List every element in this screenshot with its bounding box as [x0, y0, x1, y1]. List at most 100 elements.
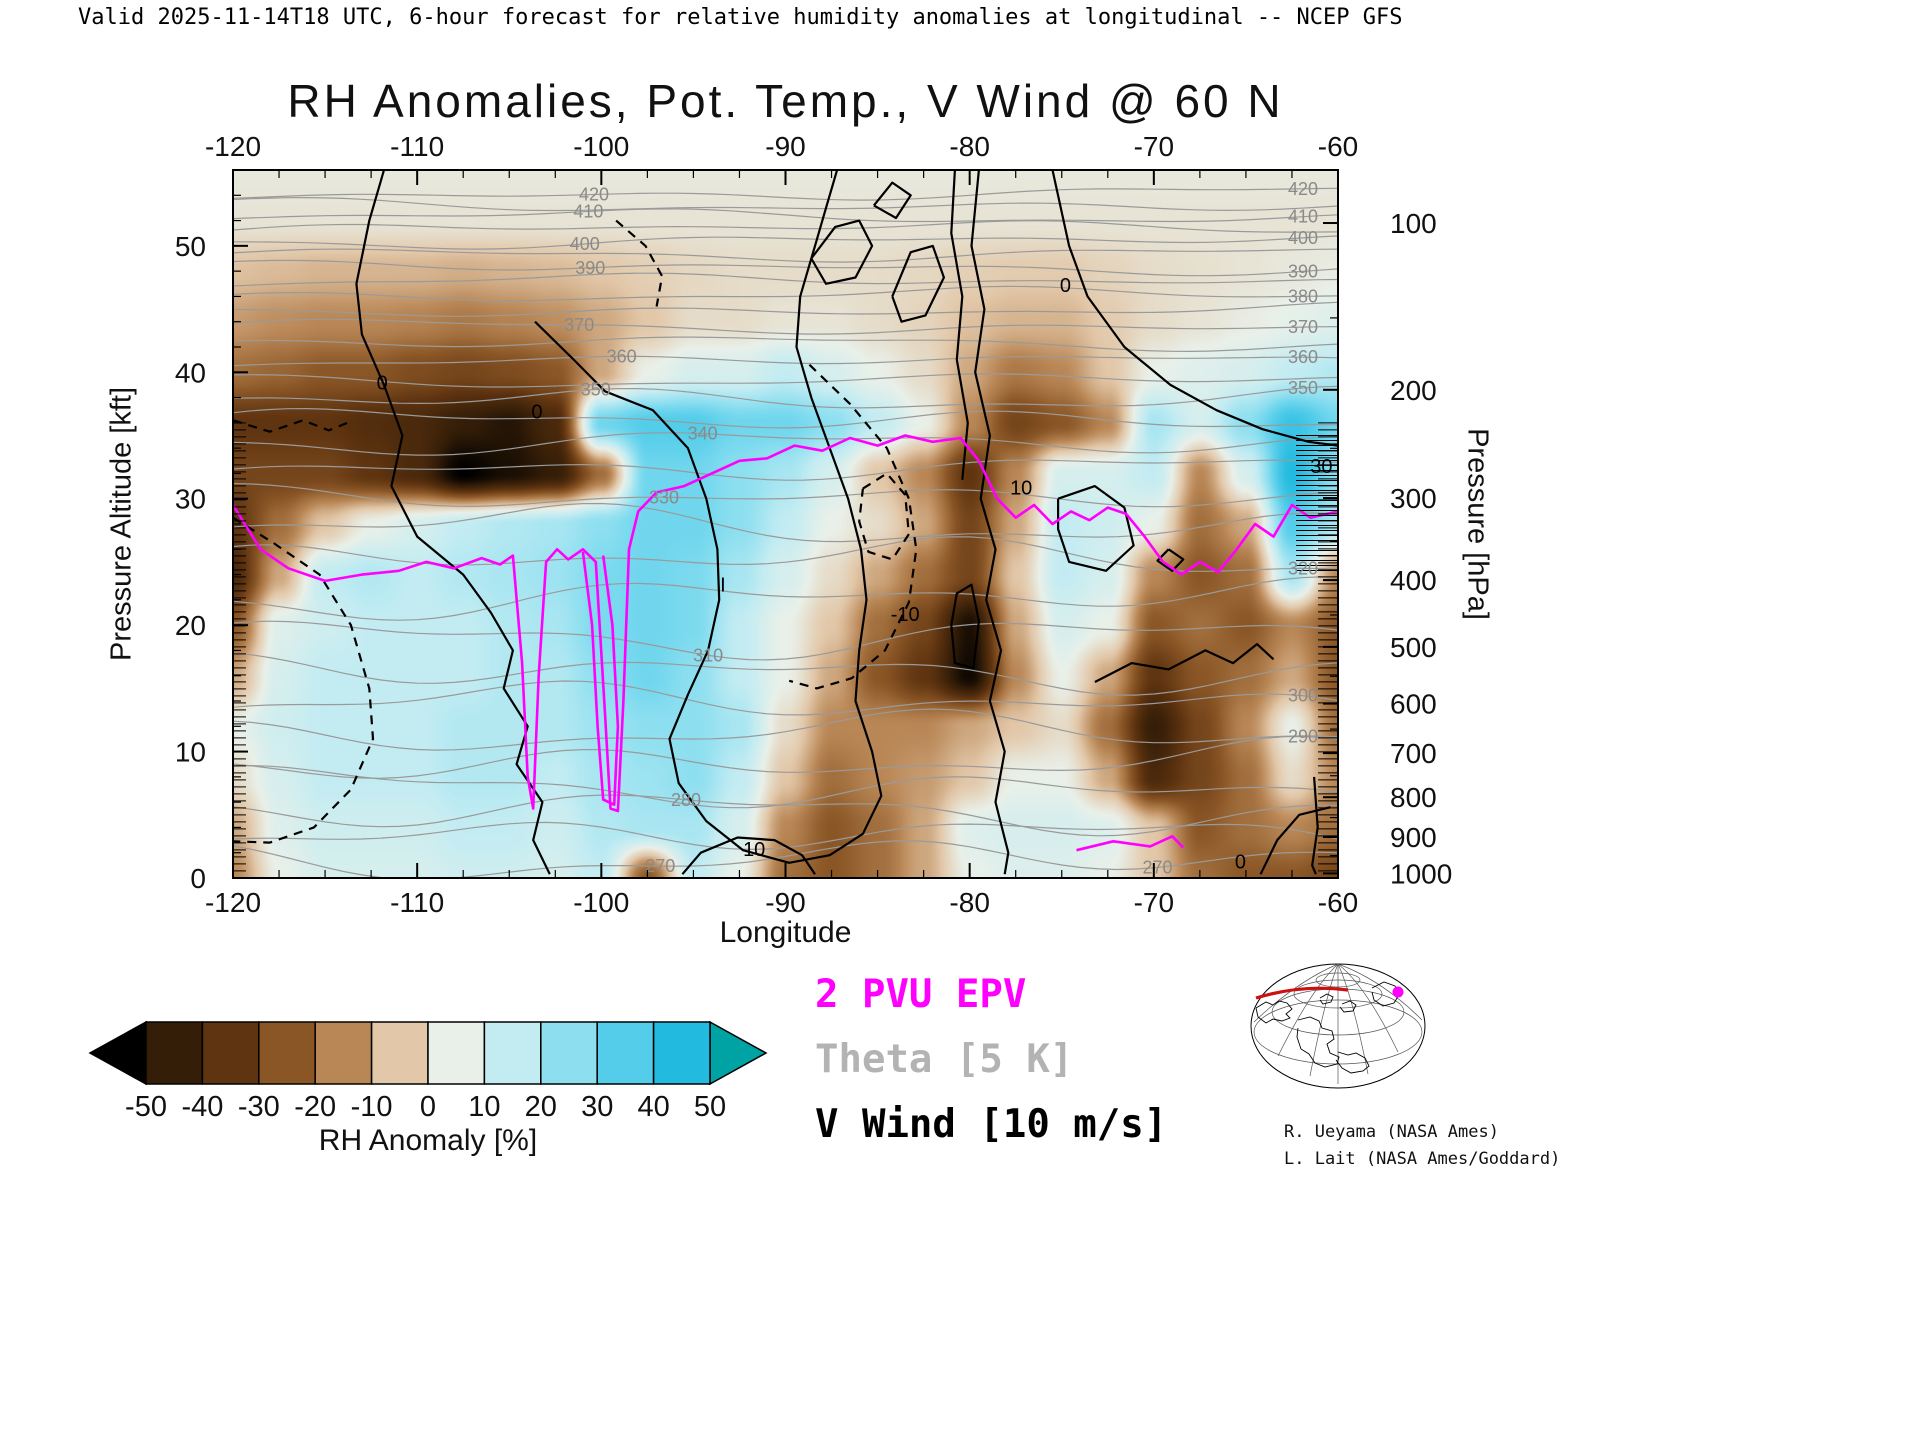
- globe-graticule: [1250, 963, 1426, 1089]
- v-wind-contour: [1057, 485, 1135, 572]
- theta-contour-label: 360: [1288, 347, 1318, 367]
- left-axis-title: Pressure Altitude [kft]: [105, 386, 138, 662]
- theta-contour-label: 320: [1288, 558, 1318, 578]
- theta-contour-label: 330: [649, 487, 679, 507]
- v-wind-contour: [233, 516, 375, 844]
- v-wind-contour: [1311, 776, 1319, 875]
- v-wind-contour: [950, 170, 969, 480]
- theta-contour: [233, 220, 1338, 233]
- y-right-tick-label: 500: [1390, 632, 1437, 663]
- credit-line: L. Lait (NASA Ames/Goddard): [1284, 1149, 1561, 1169]
- theta-contour: [233, 187, 1338, 201]
- colorbar: -50 -40 -30 -20 -10 0 10 20 30 40 50: [88, 1020, 768, 1123]
- x-tick-label-top: -100: [573, 131, 629, 162]
- theta-contour: [233, 285, 1338, 302]
- theta-contour-label: 370: [1288, 317, 1318, 337]
- v-wind-contour-label: 10: [1010, 477, 1032, 499]
- theta-contour-label: 390: [1288, 261, 1318, 281]
- theta-contour-label: 380: [1288, 286, 1318, 306]
- colorbar-tick-label: -30: [238, 1091, 280, 1123]
- theta-contour: [233, 794, 1338, 837]
- v-wind-contour-label: 0: [1060, 275, 1071, 297]
- theta-contour-label: 360: [607, 346, 637, 366]
- x-tick-label: -110: [390, 887, 444, 918]
- theta-contour-label: 340: [688, 424, 718, 444]
- x-tick-label: -120: [205, 887, 261, 918]
- x-tick-label-top: -70: [1134, 131, 1174, 162]
- theta-contour-label: 350: [581, 379, 611, 399]
- legend-item: Theta [5 K]: [815, 1037, 1074, 1082]
- v-wind-contour-label: -10: [891, 604, 920, 626]
- y-right-tick-label: 600: [1390, 689, 1437, 720]
- valid-time-line: Valid 2025-11-14T18 UTC, 6-hour forecast…: [78, 5, 1403, 30]
- y-right-tick-label: 200: [1390, 375, 1437, 406]
- colorbar-over-arrow: [709, 1020, 768, 1086]
- y-right-tick-label: 1000: [1390, 858, 1452, 889]
- colorbar-tick-label: 20: [525, 1091, 557, 1123]
- theta-contour: [233, 235, 1338, 250]
- colorbar-tick-label: 0: [420, 1091, 436, 1123]
- colorbar-segment: [201, 1021, 260, 1085]
- x-tick-label-top: -90: [765, 131, 805, 162]
- figure-title: RH Anomalies, Pot. Temp., V Wind @ 60 N: [287, 75, 1284, 127]
- colorbar-tick-label: -50: [125, 1091, 167, 1123]
- x-tick-label: -60: [1318, 887, 1358, 918]
- colorbar-tick-label: 40: [637, 1091, 669, 1123]
- colorbar-segment: [314, 1021, 373, 1085]
- theta-contour-label: 410: [1288, 207, 1318, 227]
- colorbar-tick-label: 10: [468, 1091, 500, 1123]
- colorbar-title: RH Anomaly [%]: [318, 1124, 538, 1157]
- legend-item: V Wind [10 m/s]: [815, 1102, 1168, 1147]
- theta-contour: [233, 301, 1338, 317]
- theta-contour-label: 370: [564, 315, 594, 335]
- colorbar-tick-label: -10: [351, 1091, 393, 1123]
- y-left-tick-label: 40: [175, 357, 206, 388]
- theta-contour: [233, 336, 1338, 353]
- x-tick-label: -80: [949, 887, 989, 918]
- theta-contour: [233, 502, 1338, 543]
- colorbar-tick-label: -40: [181, 1091, 223, 1123]
- y-right-tick-label: 400: [1390, 565, 1437, 596]
- theta-contour: [233, 208, 1338, 223]
- colorbar-tick-label: 50: [694, 1091, 726, 1123]
- theta-contour-label: 290: [1288, 727, 1318, 747]
- y-right-tick-label: 700: [1390, 738, 1437, 769]
- theta-contour-label: 270: [645, 856, 675, 876]
- theta-contour: [233, 318, 1338, 335]
- colorbar-segment: [540, 1021, 598, 1085]
- v-wind-contour: [858, 472, 910, 561]
- y-right-tick-label: 800: [1390, 782, 1437, 813]
- x-tick-label-top: -120: [205, 131, 261, 162]
- v-wind-contour: [873, 181, 912, 220]
- v-wind-contour: [233, 419, 348, 433]
- colorbar-tick-label: -20: [294, 1091, 336, 1123]
- colorbar-tick-label: 30: [581, 1091, 613, 1123]
- theta-contour: [233, 536, 1338, 572]
- theta-contour: [233, 483, 1338, 508]
- right-axis-title: Pressure [hPa]: [1461, 428, 1494, 620]
- y-left-tick-label: 30: [175, 484, 206, 515]
- v-wind-contour: [788, 363, 918, 690]
- x-tick-label-top: -110: [390, 131, 444, 162]
- y-left-tick-label: 20: [175, 610, 206, 641]
- theta-contour-label: 350: [1288, 378, 1318, 398]
- credit-line: R. Ueyama (NASA Ames): [1284, 1122, 1499, 1142]
- theta-contour: [233, 196, 1338, 212]
- y-left-tick-label: 50: [175, 231, 206, 262]
- colorbar-segment: [427, 1021, 486, 1085]
- v-wind-contour-label: 0: [1235, 852, 1246, 874]
- v-wind-contour-label: I: [720, 575, 726, 597]
- v-wind-contour-label: 10: [743, 839, 765, 861]
- globe-coastlines: [1255, 981, 1400, 1074]
- theta-contour: [233, 385, 1338, 409]
- v-wind-contour-label: 0: [377, 372, 388, 394]
- colorbar-segment: [370, 1021, 429, 1085]
- v-wind-contour-label: 0: [531, 402, 542, 424]
- inset-globe-map: [1250, 963, 1426, 1089]
- cross-section-track: [1255, 986, 1349, 1000]
- theta-contour: [233, 459, 1338, 481]
- theta-contour-label: 400: [1288, 228, 1318, 248]
- v-wind-contour-label: 30: [1310, 456, 1332, 478]
